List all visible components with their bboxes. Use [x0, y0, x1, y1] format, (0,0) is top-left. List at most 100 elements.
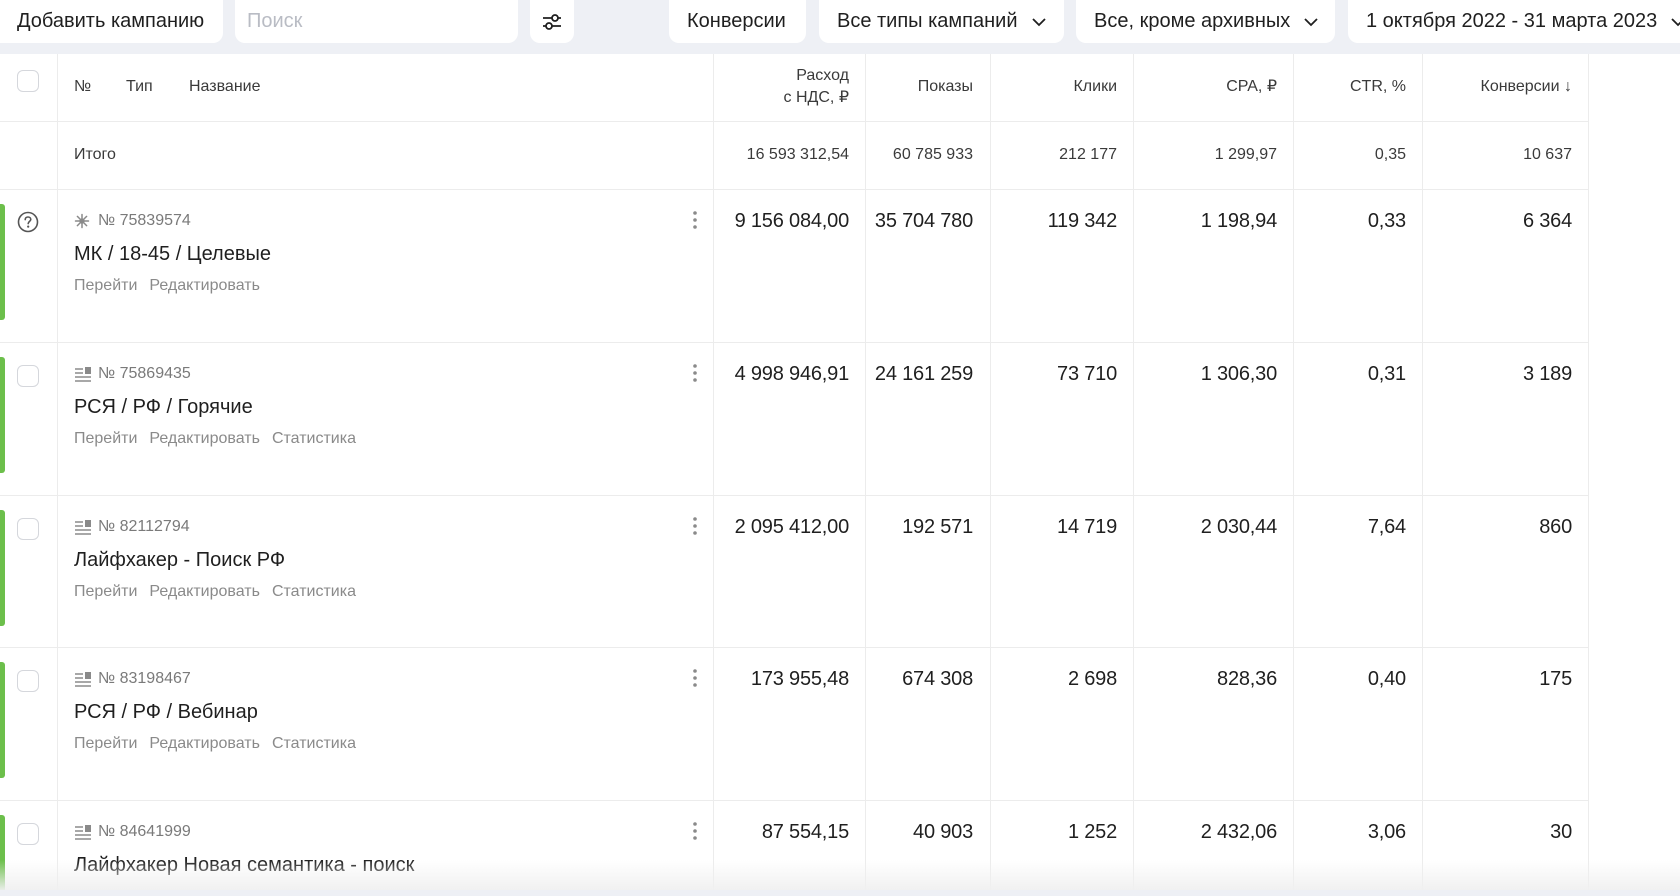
totals-ctr: 0,35: [1374, 146, 1406, 163]
cpa-cell: 2 030,44: [1200, 516, 1277, 538]
clicks-cell: 14 719: [1057, 516, 1117, 538]
status-indicator: [0, 204, 5, 320]
row-checkbox[interactable]: [17, 518, 39, 540]
more-options-icon[interactable]: [688, 208, 702, 232]
edit-link[interactable]: Редактировать: [149, 277, 260, 294]
cpa-cell: 828,36: [1217, 668, 1277, 690]
ctr-cell: 0,31: [1367, 363, 1406, 385]
edit-link[interactable]: Редактировать: [149, 735, 260, 752]
column-header-type[interactable]: Тип: [126, 78, 153, 95]
text-campaign-icon: [75, 672, 91, 687]
conversions-cell: 175: [1539, 668, 1572, 690]
row-divider: [0, 495, 1588, 496]
go-link[interactable]: Перейти: [74, 583, 138, 600]
stats-link[interactable]: Статистика: [271, 430, 356, 447]
more-options-icon[interactable]: [688, 666, 702, 690]
impressions-cell: 35 704 780: [874, 210, 973, 232]
column-divider: [1293, 54, 1294, 890]
totals-cpa: 1 299,97: [1214, 146, 1277, 163]
row-divider: [0, 800, 1588, 801]
impressions-cell: 674 308: [902, 668, 973, 690]
text-campaign-icon: [75, 520, 91, 535]
spend-cell: 4 998 946,91: [734, 363, 850, 385]
chevron-down-icon: [1671, 17, 1680, 26]
add-campaign-label: Добавить кампанию: [17, 10, 205, 32]
campaign-types-label: Все типы кампаний: [837, 10, 1018, 32]
campaign-name-link[interactable]: Лайфхакер - Поиск РФ: [74, 549, 286, 571]
help-icon[interactable]: [16, 210, 40, 234]
spend-cell: 173 955,48: [750, 668, 849, 690]
row-divider: [0, 121, 1588, 122]
campaign-id-text: № 75869435: [98, 365, 191, 382]
impressions-cell: 24 161 259: [874, 363, 973, 385]
chevron-down-icon: [1031, 17, 1046, 26]
conversions-label: Конверсии: [687, 10, 786, 32]
column-divider: [1588, 54, 1589, 890]
sliders-icon: [543, 13, 561, 30]
row-divider: [0, 189, 1588, 190]
campaign-id: № 82112794: [74, 518, 190, 536]
campaign-name-link[interactable]: МК / 18-45 / Целевые: [74, 243, 271, 265]
more-options-icon[interactable]: [688, 361, 702, 385]
archive-filter-label: Все, кроме архивных: [1094, 10, 1291, 32]
text-campaign-icon: [75, 367, 91, 382]
column-header-ctr[interactable]: CTR, %: [1350, 78, 1406, 95]
column-divider: [1133, 54, 1134, 890]
totals-label: Итого: [74, 146, 116, 163]
search-field[interactable]: [235, 0, 518, 43]
cpa-cell: 1 198,94: [1200, 210, 1277, 232]
row-checkbox[interactable]: [17, 365, 39, 387]
more-options-icon[interactable]: [688, 514, 702, 538]
totals-conversions: 10 637: [1523, 146, 1572, 163]
ctr-cell: 3,06: [1367, 821, 1406, 843]
toolbar: Добавить кампанию Конверсии Все типы кам…: [0, 0, 1680, 50]
column-header-cpa[interactable]: CPA, ₽: [1226, 78, 1277, 95]
column-header-name[interactable]: Название: [189, 78, 261, 95]
campaigns-table: № Тип Название Расход с НДС, ₽ Показы Кл…: [0, 54, 1680, 890]
row-checkbox[interactable]: [17, 670, 39, 692]
row-divider: [0, 342, 1588, 343]
select-all-checkbox[interactable]: [17, 70, 39, 92]
campaign-name-link[interactable]: РСЯ / РФ / Вебинар: [74, 701, 258, 723]
status-indicator: [0, 510, 5, 626]
row-checkbox[interactable]: [17, 823, 39, 845]
cpa-cell: 2 432,06: [1200, 821, 1277, 843]
column-header-impressions[interactable]: Показы: [917, 78, 973, 95]
go-link[interactable]: Перейти: [74, 277, 138, 294]
clicks-cell: 1 252: [1067, 821, 1117, 843]
stats-link[interactable]: Статистика: [271, 583, 356, 600]
edit-link[interactable]: Редактировать: [149, 583, 260, 600]
campaign-name-link[interactable]: РСЯ / РФ / Горячие: [74, 396, 253, 418]
campaign-id-text: № 83198467: [98, 670, 191, 687]
campaign-types-dropdown[interactable]: Все типы кампаний: [819, 0, 1064, 43]
impressions-cell: 192 571: [902, 516, 973, 538]
spend-cell: 87 554,15: [761, 821, 849, 843]
conversions-button[interactable]: Конверсии: [669, 0, 806, 43]
column-header-clicks[interactable]: Клики: [1073, 78, 1117, 95]
column-header-conversions[interactable]: Конверсии ↓: [1480, 78, 1573, 95]
campaign-id-text: № 82112794: [98, 518, 190, 535]
more-options-icon[interactable]: [688, 819, 702, 843]
edit-link[interactable]: Редактировать: [149, 430, 260, 447]
search-input[interactable]: [247, 10, 518, 33]
filter-settings-button[interactable]: [530, 0, 574, 43]
row-divider: [0, 647, 1588, 648]
campaign-id-text: № 75839574: [98, 212, 191, 229]
conversions-cell: 3 189: [1522, 363, 1572, 385]
campaign-actions: Перейти Редактировать: [74, 277, 260, 295]
campaign-actions: Перейти Редактировать Статистика: [74, 583, 356, 601]
archive-filter-dropdown[interactable]: Все, кроме архивных: [1076, 0, 1335, 43]
column-header-spend[interactable]: Расход с НДС, ₽: [784, 65, 849, 109]
ctr-cell: 0,33: [1367, 210, 1406, 232]
ctr-cell: 7,64: [1367, 516, 1406, 538]
date-range-dropdown[interactable]: 1 октября 2022 - 31 марта 2023: [1348, 0, 1680, 43]
ctr-cell: 0,40: [1367, 668, 1406, 690]
add-campaign-button[interactable]: Добавить кампанию: [0, 0, 223, 43]
column-header-number[interactable]: №: [74, 78, 92, 95]
go-link[interactable]: Перейти: [74, 430, 138, 447]
go-link[interactable]: Перейти: [74, 735, 138, 752]
campaign-id: № 83198467: [74, 670, 191, 688]
clicks-cell: 73 710: [1057, 363, 1117, 385]
campaign-id: № 75869435: [74, 365, 191, 383]
stats-link[interactable]: Статистика: [271, 735, 356, 752]
